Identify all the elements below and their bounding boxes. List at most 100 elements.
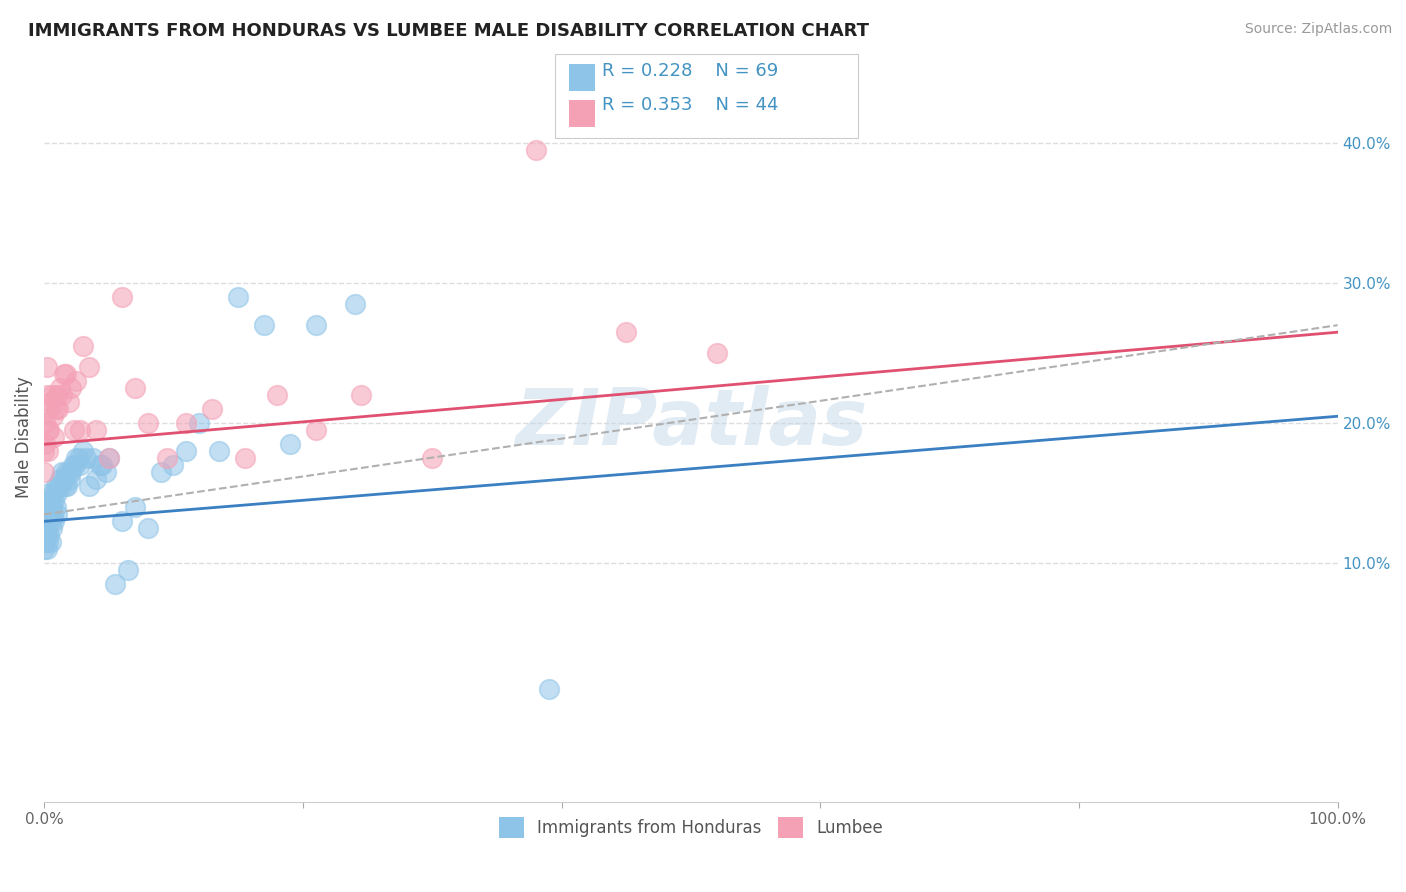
Point: [124, 500, 146, 515]
Point: [55, 465, 77, 479]
Point: [72, 444, 94, 458]
Point: [82, 451, 104, 466]
Point: [34, 437, 56, 451]
Point: [97, 451, 120, 466]
Point: [69, 458, 91, 473]
Point: [79, 360, 101, 375]
Point: [188, 417, 211, 431]
Point: [39, 514, 62, 528]
Point: [46, 388, 69, 402]
Point: [156, 451, 179, 466]
Text: Source: ZipAtlas.com: Source: ZipAtlas.com: [1244, 22, 1392, 37]
Point: [305, 318, 328, 333]
Legend: Immigrants from Honduras, Lumbee: Immigrants from Honduras, Lumbee: [492, 811, 890, 844]
Point: [49, 479, 72, 493]
Point: [34, 417, 56, 431]
Point: [48, 472, 70, 486]
Point: [343, 297, 366, 311]
Point: [162, 458, 184, 473]
Point: [51, 465, 73, 479]
Point: [34, 521, 56, 535]
Point: [35, 508, 58, 522]
Point: [233, 451, 256, 466]
Point: [55, 368, 77, 382]
Point: [201, 402, 224, 417]
Point: [32, 444, 55, 458]
Point: [58, 465, 80, 479]
Point: [42, 486, 65, 500]
Point: [41, 500, 63, 515]
Point: [60, 465, 83, 479]
Point: [38, 508, 60, 522]
Point: [32, 528, 55, 542]
Point: [46, 402, 69, 417]
Point: [63, 458, 86, 473]
Point: [96, 465, 118, 479]
Point: [45, 402, 67, 417]
Point: [97, 451, 120, 466]
Point: [706, 346, 728, 360]
Point: [91, 458, 114, 473]
Point: [614, 325, 637, 339]
Point: [524, 143, 547, 157]
Point: [35, 360, 58, 375]
Point: [45, 479, 67, 493]
Text: R = 0.353    N = 44: R = 0.353 N = 44: [602, 96, 779, 114]
Point: [75, 451, 97, 466]
Point: [51, 388, 73, 402]
Point: [226, 290, 249, 304]
Point: [62, 458, 84, 473]
Point: [208, 444, 231, 458]
Point: [65, 374, 87, 388]
Point: [45, 500, 67, 515]
Point: [537, 682, 560, 697]
Point: [420, 451, 443, 466]
Point: [176, 417, 198, 431]
Point: [48, 381, 70, 395]
Point: [38, 486, 60, 500]
Point: [41, 521, 63, 535]
Point: [37, 444, 59, 458]
Point: [38, 402, 60, 417]
Point: [35, 528, 58, 542]
Point: [111, 514, 134, 528]
Point: [104, 577, 127, 591]
Point: [32, 542, 55, 557]
Point: [46, 479, 69, 493]
Point: [59, 472, 82, 486]
Text: ZIPatlas: ZIPatlas: [515, 384, 868, 460]
Point: [117, 563, 139, 577]
Point: [84, 472, 107, 486]
Text: IMMIGRANTS FROM HONDURAS VS LUMBEE MALE DISABILITY CORRELATION CHART: IMMIGRANTS FROM HONDURAS VS LUMBEE MALE …: [28, 22, 869, 40]
Point: [42, 409, 65, 424]
Point: [63, 423, 86, 437]
Y-axis label: Male Disability: Male Disability: [15, 376, 32, 498]
Point: [41, 388, 63, 402]
Point: [84, 423, 107, 437]
Point: [39, 535, 62, 549]
Point: [46, 508, 69, 522]
Point: [266, 388, 288, 402]
Point: [176, 444, 198, 458]
Point: [44, 514, 66, 528]
Point: [35, 542, 58, 557]
Point: [67, 451, 90, 466]
Point: [44, 493, 66, 508]
Point: [37, 423, 59, 437]
Point: [42, 508, 65, 522]
Point: [34, 500, 56, 515]
Point: [38, 528, 60, 542]
Point: [149, 465, 172, 479]
Point: [253, 318, 276, 333]
Point: [69, 423, 91, 437]
Point: [111, 290, 134, 304]
Point: [56, 479, 79, 493]
Point: [37, 493, 59, 508]
Point: [52, 472, 75, 486]
Point: [39, 493, 62, 508]
Point: [65, 451, 87, 466]
Text: R = 0.228    N = 69: R = 0.228 N = 69: [602, 62, 778, 80]
Point: [46, 486, 69, 500]
Point: [278, 437, 301, 451]
Point: [124, 381, 146, 395]
